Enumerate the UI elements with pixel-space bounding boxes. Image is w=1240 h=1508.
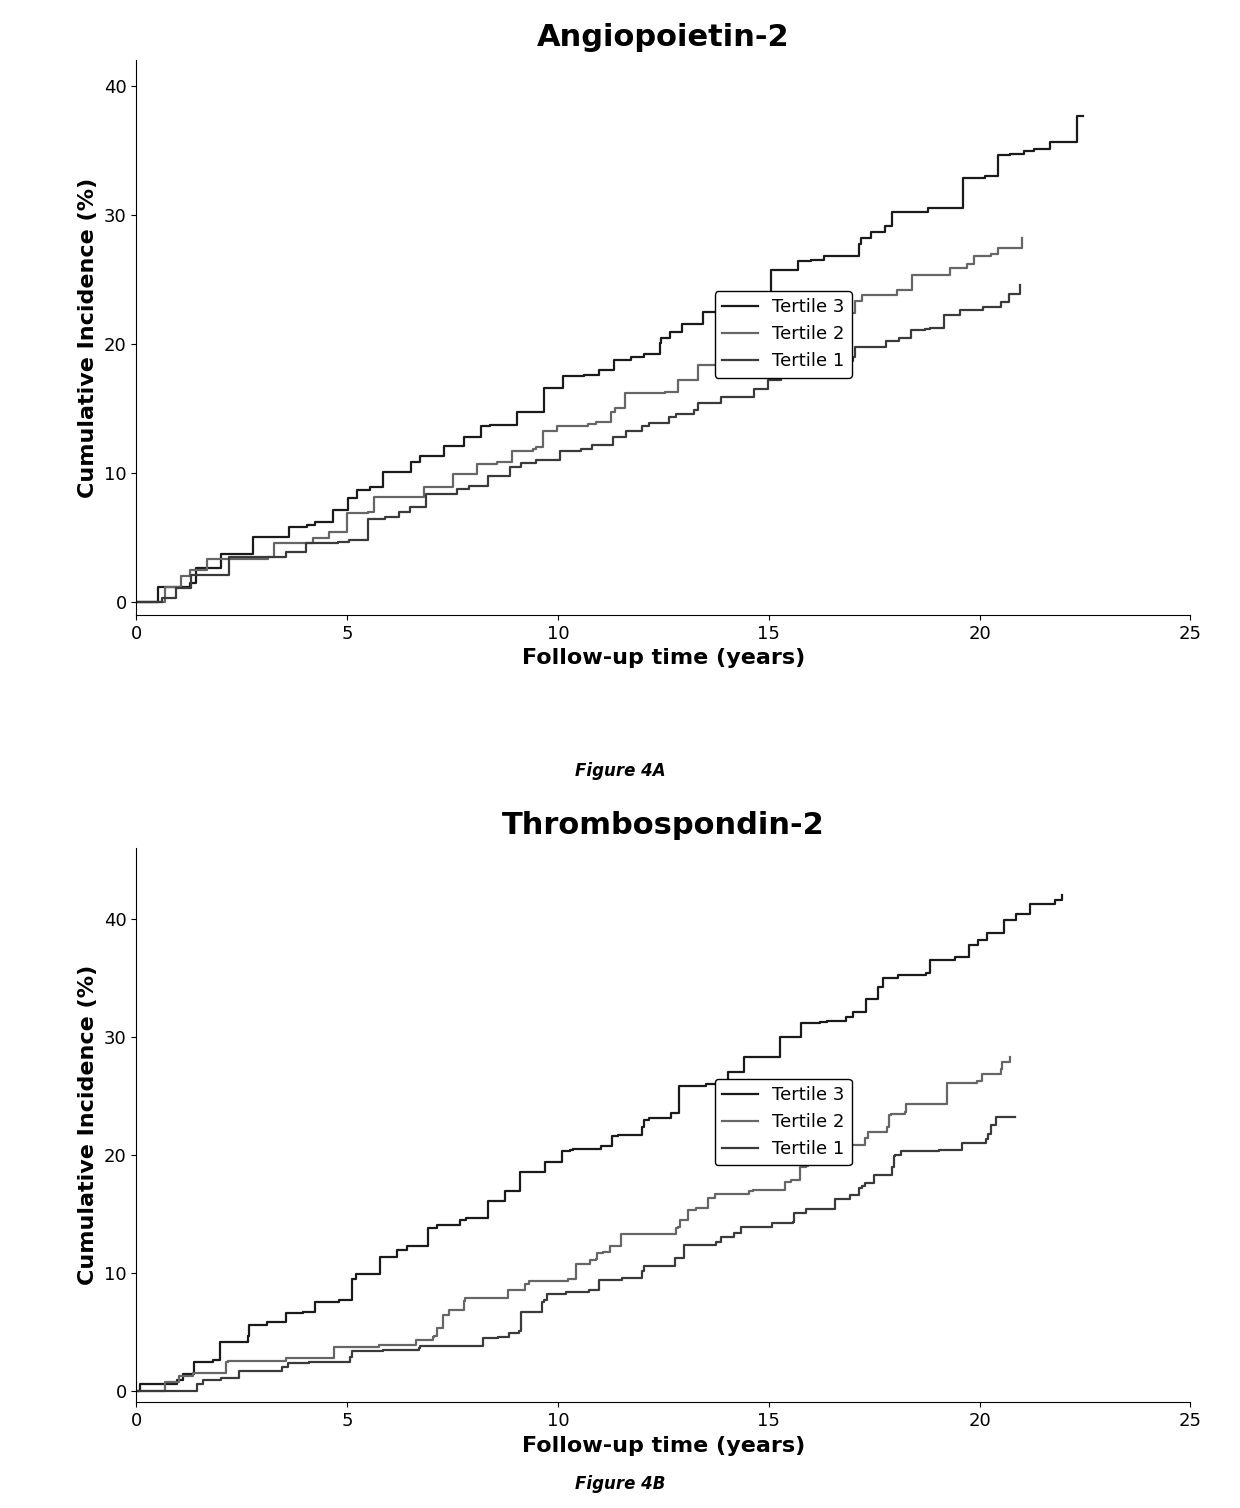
Legend: Tertile 3, Tertile 2, Tertile 1: Tertile 3, Tertile 2, Tertile 1 (714, 291, 852, 377)
Tertile 2 (129, 1381, 144, 1399)
Tertile 3 (773, 1028, 787, 1047)
Tertile 2 (691, 371, 706, 389)
Tertile 1 (134, 593, 149, 611)
Tertile 2 (1014, 229, 1029, 247)
Tertile 2 (882, 1117, 897, 1136)
Tertile 3 (272, 528, 286, 546)
Line: Tertile 1: Tertile 1 (136, 285, 1021, 602)
Tertile 2 (1003, 1048, 1018, 1066)
Tertile 2 (755, 342, 770, 360)
Legend: Tertile 3, Tertile 2, Tertile 1: Tertile 3, Tertile 2, Tertile 1 (714, 1078, 852, 1166)
Y-axis label: Cumulative Incidence (%): Cumulative Incidence (%) (78, 178, 98, 498)
Tertile 1 (196, 1375, 211, 1393)
Line: Tertile 2: Tertile 2 (136, 1057, 1011, 1390)
Text: Figure 4A: Figure 4A (574, 762, 666, 780)
Tertile 2 (459, 1289, 474, 1307)
Tertile 1 (892, 332, 906, 350)
Tertile 2 (975, 1065, 990, 1083)
Tertile 1 (976, 302, 991, 320)
Tertile 1 (1008, 1107, 1023, 1125)
Tertile 1 (418, 493, 433, 511)
Text: Figure 4B: Figure 4B (575, 1475, 665, 1493)
Tertile 1 (904, 321, 919, 339)
Tertile 1 (176, 579, 191, 597)
Tertile 3 (129, 1381, 144, 1399)
Tertile 3 (308, 1292, 322, 1310)
Tertile 1 (857, 1178, 872, 1196)
Tertile 3 (391, 463, 405, 481)
Tertile 1 (129, 1381, 144, 1399)
Tertile 3 (764, 1048, 779, 1066)
Tertile 3 (577, 365, 591, 383)
X-axis label: Follow-up time (years): Follow-up time (years) (522, 1436, 805, 1455)
Tertile 3 (1075, 107, 1090, 125)
Line: Tertile 3: Tertile 3 (136, 116, 1083, 602)
Tertile 3 (129, 593, 144, 611)
Title: Angiopoietin-2: Angiopoietin-2 (537, 24, 790, 53)
Line: Tertile 1: Tertile 1 (136, 1116, 1016, 1390)
Tertile 3 (591, 365, 606, 383)
Tertile 3 (820, 1012, 835, 1030)
X-axis label: Follow-up time (years): Follow-up time (years) (522, 648, 805, 668)
Tertile 1 (684, 1235, 699, 1253)
Line: Tertile 2: Tertile 2 (136, 238, 1022, 602)
Tertile 3 (1070, 107, 1085, 125)
Tertile 3 (213, 559, 228, 578)
Line: Tertile 3: Tertile 3 (136, 896, 1063, 1390)
Title: Thrombospondin-2: Thrombospondin-2 (502, 811, 825, 840)
Tertile 2 (453, 1301, 467, 1320)
Tertile 2 (1002, 240, 1017, 258)
Tertile 2 (425, 1327, 440, 1345)
Tertile 3 (637, 1111, 652, 1129)
Tertile 1 (988, 1107, 1003, 1125)
Tertile 1 (955, 1134, 970, 1152)
Tertile 2 (670, 383, 684, 401)
Tertile 1 (851, 1185, 866, 1203)
Tertile 1 (141, 1381, 156, 1399)
Y-axis label: Cumulative Incidence (%): Cumulative Incidence (%) (78, 965, 98, 1285)
Tertile 2 (129, 593, 144, 611)
Tertile 2 (567, 416, 582, 434)
Tertile 3 (920, 204, 935, 222)
Tertile 2 (445, 478, 460, 496)
Tertile 3 (1055, 887, 1070, 905)
Tertile 1 (129, 593, 144, 611)
Tertile 3 (794, 1013, 808, 1031)
Tertile 1 (1013, 276, 1028, 294)
Tertile 2 (899, 1102, 914, 1120)
